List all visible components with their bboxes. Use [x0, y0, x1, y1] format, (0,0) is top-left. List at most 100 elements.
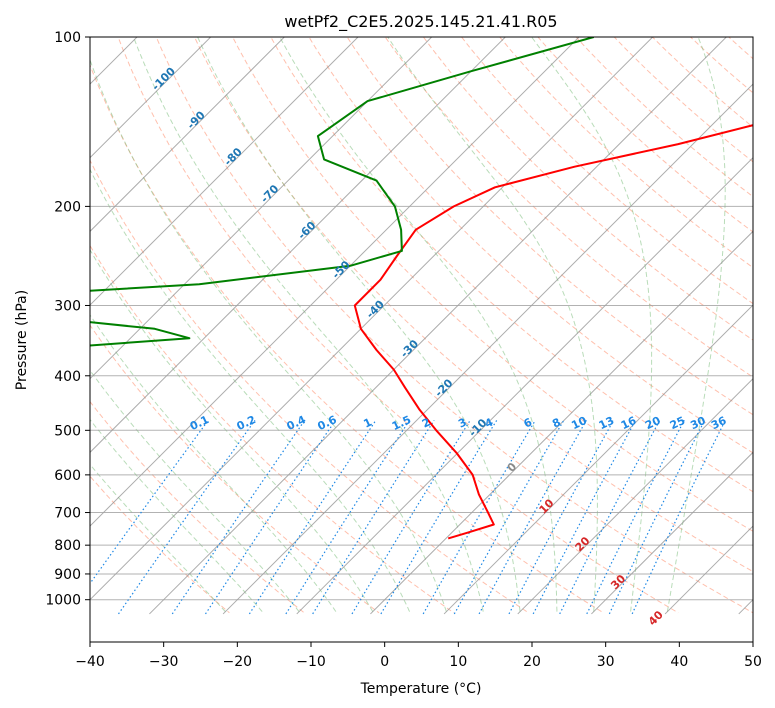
- temperature-profile-line: [353, 124, 753, 540]
- moist-adiabat-line: [90, 314, 337, 612]
- mixing-ratio-line: [478, 420, 587, 615]
- isotherm-label: 30: [608, 572, 628, 592]
- x-tick-label: 30: [597, 654, 615, 670]
- y-tick-label: 900: [54, 567, 81, 583]
- dry-adiabat-line: [575, 37, 753, 198]
- y-tick-label: 500: [54, 423, 81, 439]
- x-tick-label: 50: [744, 654, 762, 670]
- moist-adiabat-line: [90, 168, 411, 612]
- x-tick-label: −30: [149, 654, 179, 670]
- mixing-ratio-label: 13: [597, 414, 616, 432]
- mixing-ratio-line: [586, 420, 685, 615]
- skewed-isotherm-line: [296, 156, 753, 615]
- isotherm-label: -100: [149, 65, 178, 94]
- skewed-isotherm-line: [149, 37, 728, 615]
- x-tick-label: 10: [449, 654, 467, 670]
- mixing-ratio-line: [508, 420, 615, 615]
- dry-adiabat-line: [193, 37, 753, 573]
- x-tick-label: −20: [223, 654, 253, 670]
- dry-adiabat-line: [90, 324, 380, 614]
- isotherm-label: -90: [185, 108, 208, 131]
- moist-adiabat-line: [666, 37, 726, 612]
- mixing-ratio-label: 10: [569, 414, 589, 432]
- mixing-ratio-label: 36: [709, 414, 729, 432]
- isotherm-label: -50: [330, 258, 353, 281]
- dry-adiabat-line: [90, 400, 305, 614]
- mixing-ratio-line: [118, 419, 256, 615]
- dry-adiabat-line: [155, 37, 753, 614]
- dry-adiabat-line: [308, 37, 753, 454]
- y-tick-label: 100: [54, 30, 81, 46]
- dry-adiabat-line: [422, 37, 753, 341]
- dry-adiabat-line: [270, 37, 753, 493]
- mixing-ratio-line: [285, 419, 410, 615]
- y-tick-label: 700: [54, 506, 81, 522]
- sounding-profiles: [90, 37, 753, 540]
- mixing-ratio-label: 30: [688, 414, 708, 432]
- mixing-ratio-label: 1: [362, 416, 374, 431]
- skewed-isotherm-line: [90, 37, 507, 454]
- dewpoint-profile-line: [90, 37, 595, 347]
- x-axis-title: Temperature (°C): [360, 681, 482, 697]
- mixing-ratio-line: [608, 420, 706, 615]
- x-tick-label: −40: [75, 654, 105, 670]
- moist-adiabat-line: [133, 37, 484, 612]
- mixing-ratio-label: 20: [643, 414, 663, 432]
- dry-adiabat-line: [384, 37, 753, 378]
- dry-adiabat-line: [689, 37, 753, 94]
- isotherm-label: -30: [398, 337, 421, 360]
- moist-adiabat-line: [387, 37, 598, 612]
- y-tick-label: 200: [54, 199, 81, 215]
- background-lines: [0, 24, 753, 615]
- skewed-isotherm-line: [90, 37, 212, 159]
- mixing-ratio-label: 16: [619, 414, 639, 432]
- mixing-ratio-label: 25: [668, 414, 687, 432]
- dry-adiabat-line: [90, 244, 455, 614]
- y-tick-label: 800: [54, 538, 81, 554]
- skewed-isotherm-line: [90, 37, 654, 601]
- isotherm-label: -40: [364, 298, 387, 321]
- skewed-isotherm-line: [443, 304, 753, 615]
- dry-adiabat-line: [499, 37, 753, 269]
- skewed-isotherm-line: [517, 377, 753, 615]
- y-tick-label: 400: [54, 369, 81, 385]
- dry-adiabat-line: [346, 37, 753, 416]
- skewed-isotherm-line: [591, 451, 753, 615]
- x-tick-label: 0: [380, 654, 389, 670]
- x-tick-label: −10: [296, 654, 326, 670]
- skewed-isotherm-line: [370, 230, 753, 615]
- isotherm-label: 40: [646, 608, 666, 628]
- skewed-isotherm-line: [90, 37, 433, 380]
- dry-adiabat-line: [90, 63, 604, 614]
- moist-adiabat-line: [531, 37, 653, 612]
- skewed-isotherm-line: [90, 37, 359, 306]
- mixing-ratio-line: [453, 419, 565, 615]
- skewed-isotherm-line: [0, 24, 76, 613]
- dry-adiabat-line: [117, 37, 679, 614]
- dry-adiabat-line: [651, 37, 753, 128]
- moist-adiabat-line: [90, 248, 374, 612]
- skewed-isotherm-line: [664, 525, 753, 615]
- mixing-ratio-line: [631, 420, 726, 615]
- y-tick-label: 1000: [45, 593, 81, 609]
- isotherm-label: 20: [573, 534, 593, 554]
- moist-adiabat-line: [279, 37, 558, 612]
- x-tick-label: 20: [523, 654, 541, 670]
- mixing-ratio-line: [90, 419, 209, 585]
- isotherm-label: -80: [222, 145, 245, 168]
- isotherm-label: -60: [295, 219, 318, 242]
- isotherm-label: -20: [432, 376, 455, 399]
- axes: −40 −30 −20 −10 0 10 20 30 40 50 100 200 300 400 500 60…: [45, 30, 762, 670]
- moist-adiabat-line: [90, 369, 300, 612]
- skewed-isotherm-line: [222, 83, 753, 615]
- isotherm-label: -70: [258, 182, 281, 205]
- skewed-isotherm-line: [738, 598, 753, 615]
- skewed-isotherm-line: [0, 24, 2, 613]
- dry-adiabat-line: [90, 159, 529, 614]
- dry-adiabat-line: [613, 37, 753, 163]
- plot-frame: [89, 36, 754, 643]
- mixing-ratio-line: [380, 419, 498, 615]
- mixing-ratio-label: 6: [522, 415, 535, 430]
- skewed-isotherm-line: [90, 37, 286, 233]
